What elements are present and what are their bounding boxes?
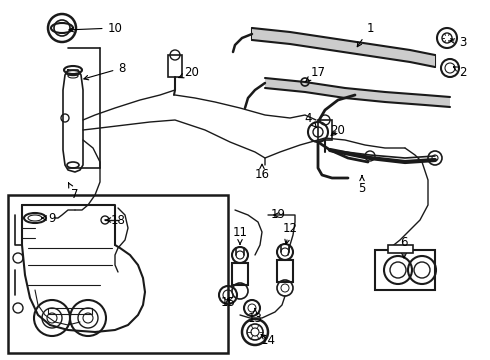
Text: 8: 8 — [84, 62, 126, 80]
Bar — [375, 250, 435, 290]
Text: 3: 3 — [450, 36, 466, 49]
Text: 7: 7 — [69, 183, 79, 202]
Polygon shape — [330, 38, 370, 56]
Bar — [388, 245, 413, 253]
Text: 13: 13 — [247, 309, 263, 324]
Bar — [8, 195, 228, 353]
Text: 6: 6 — [400, 235, 408, 258]
Polygon shape — [410, 50, 435, 67]
Text: 9: 9 — [42, 211, 56, 225]
Text: 15: 15 — [220, 296, 235, 309]
Text: 14: 14 — [261, 333, 275, 346]
Text: 20: 20 — [331, 123, 345, 136]
Polygon shape — [265, 78, 305, 92]
Text: 2: 2 — [453, 66, 467, 78]
Text: 17: 17 — [305, 66, 325, 82]
Polygon shape — [385, 92, 425, 105]
Bar — [277, 260, 293, 282]
Bar — [318, 120, 332, 140]
Text: 18: 18 — [105, 213, 125, 226]
Polygon shape — [252, 28, 290, 44]
Polygon shape — [370, 44, 410, 62]
Polygon shape — [305, 82, 345, 98]
Bar — [232, 263, 248, 285]
Text: 11: 11 — [232, 225, 247, 244]
Text: 12: 12 — [283, 221, 297, 244]
Bar — [168, 55, 182, 77]
Text: 20: 20 — [179, 66, 199, 78]
Text: 16: 16 — [254, 164, 270, 181]
Text: 19: 19 — [270, 208, 286, 221]
Text: 5: 5 — [358, 176, 366, 194]
Bar — [48, 308, 92, 314]
Polygon shape — [290, 32, 330, 50]
Text: 4: 4 — [304, 112, 317, 127]
Text: 10: 10 — [69, 22, 122, 35]
Polygon shape — [425, 95, 450, 107]
Text: 1: 1 — [357, 22, 374, 47]
Polygon shape — [345, 88, 385, 102]
